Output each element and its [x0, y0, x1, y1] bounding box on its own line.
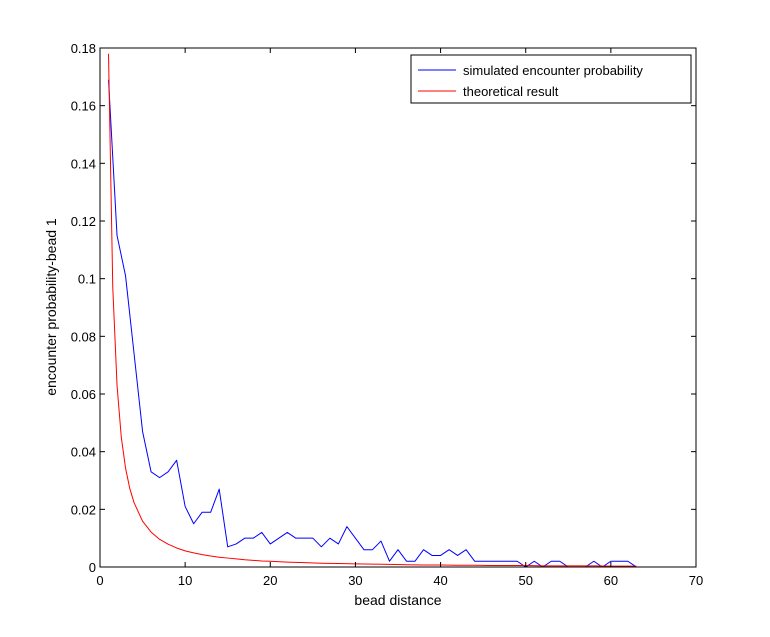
legend-label-simulated: simulated encounter probability — [463, 63, 643, 78]
x-tick-label: 70 — [689, 573, 703, 588]
series-line-simulated — [108, 79, 637, 568]
legend-box — [410, 54, 692, 104]
y-tick-label: 0.08 — [71, 329, 96, 344]
series-layer — [108, 53, 637, 568]
x-tick-label: 10 — [178, 573, 192, 588]
x-tick-label: 30 — [348, 573, 362, 588]
tick-layer: 0 10 20 30 40 50 60 70 0 0.02 0.04 0.06 0.08 0.1 0.12 0… — [71, 41, 704, 588]
y-tick-label: 0.02 — [71, 502, 96, 517]
y-tick-label: 0.06 — [71, 387, 96, 402]
y-tick-label: 0 — [89, 560, 96, 575]
x-tick-label: 60 — [604, 573, 618, 588]
plot-area — [100, 48, 696, 567]
x-axis-title: bead distance — [354, 592, 441, 608]
y-axis-title: encounter probability-bead 1 — [43, 218, 59, 396]
plot-frame — [99, 47, 697, 568]
y-tick-label: 0.1 — [78, 272, 96, 287]
x-tick-label: 20 — [263, 573, 277, 588]
y-tick-label: 0.14 — [71, 156, 96, 171]
legend: simulated encounter probability theoreti… — [410, 54, 692, 104]
y-tick-label: 0.18 — [71, 41, 96, 56]
x-tick-label: 50 — [518, 573, 532, 588]
y-tick-label: 0.04 — [71, 445, 96, 460]
series-line-theoretical — [108, 53, 637, 567]
y-tick-label: 0.16 — [71, 99, 96, 114]
x-tick-label: 0 — [96, 573, 103, 588]
legend-label-theoretical: theoretical result — [463, 84, 559, 99]
x-tick-label: 40 — [433, 573, 447, 588]
y-tick-label: 0.12 — [71, 214, 96, 229]
